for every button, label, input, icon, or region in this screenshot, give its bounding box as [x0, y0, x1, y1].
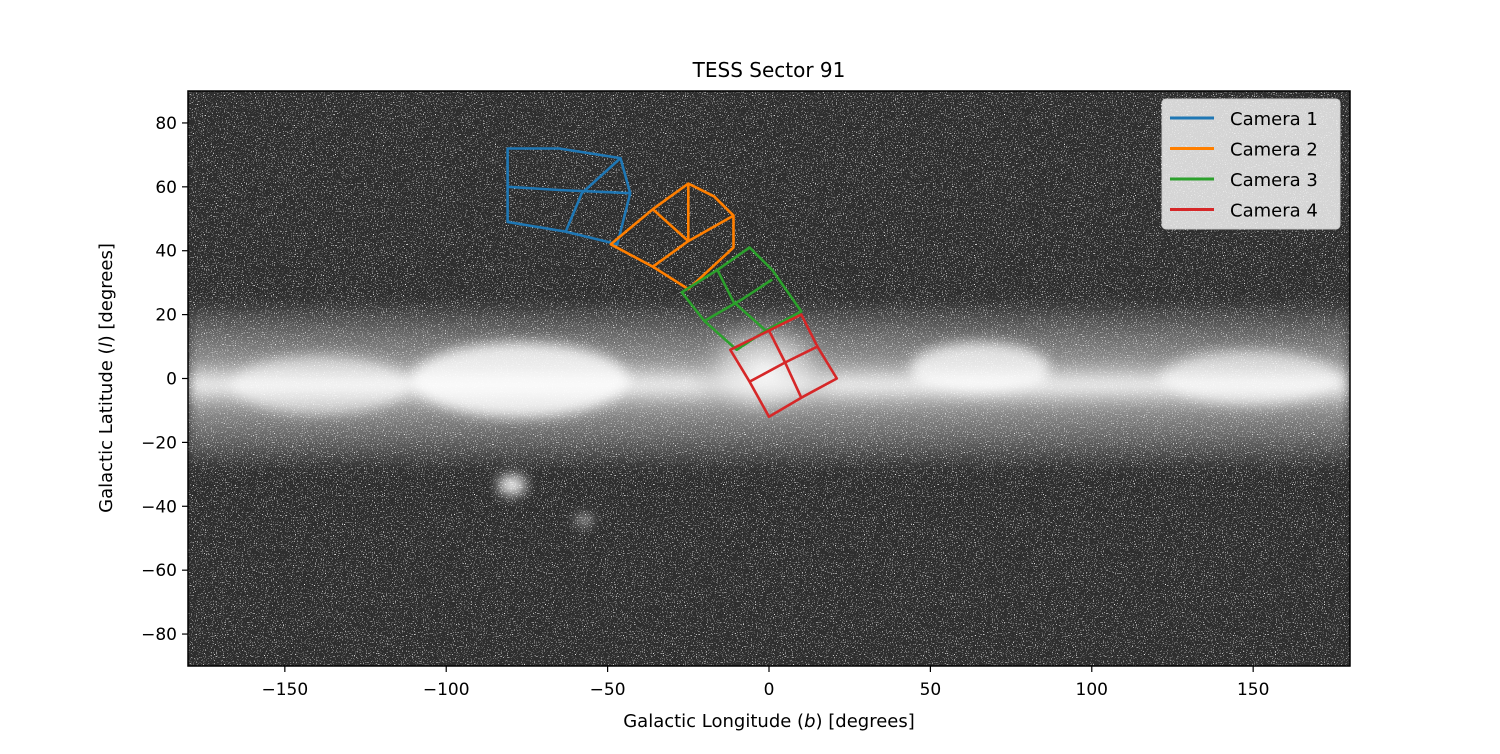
- x-tick-label: −150: [261, 680, 308, 700]
- ccd-divider: [716, 269, 767, 332]
- magellanic-clouds: [498, 475, 592, 524]
- chart-title: TESS Sector 91: [692, 58, 846, 82]
- camera-2-footprint: [609, 182, 735, 291]
- camera-3-footprint: [680, 246, 803, 352]
- x-axis-label: Galactic Longitude (b) [degrees]: [623, 711, 915, 732]
- x-tick-label: 50: [920, 680, 942, 700]
- y-tick-label: 60: [155, 178, 177, 198]
- y-tick-label: −20: [141, 433, 177, 453]
- plot-area: [188, 91, 1350, 666]
- x-tick-label: 0: [764, 680, 775, 700]
- milky-way-band: [188, 300, 1350, 470]
- ccd-divider: [652, 183, 690, 268]
- x-tick-label: −50: [590, 680, 626, 700]
- camera-1-footprint: [506, 147, 632, 246]
- y-tick-label: 80: [155, 114, 177, 134]
- y-tick-label: −80: [141, 625, 177, 645]
- legend-label: Camera 3: [1230, 170, 1318, 191]
- y-axis-label: Galactic Latitude (l) [degrees]: [96, 243, 117, 513]
- legend: Camera 1 Camera 2 Camera 3 Camera 4: [1161, 98, 1341, 230]
- camera-outline: [680, 246, 803, 352]
- ccd-divider: [767, 330, 803, 399]
- y-axis-ticks: −80 −60 −40 −20 0 20 40 60 80: [141, 114, 188, 645]
- x-tick-label: 150: [1237, 680, 1269, 700]
- y-tick-label: 0: [166, 370, 177, 390]
- ccd-divider: [507, 185, 631, 195]
- x-axis-ticks: −150 −100 −50 0 50 100 150: [261, 666, 1269, 700]
- camera-footprints: [506, 147, 839, 419]
- camera-outline: [728, 313, 839, 419]
- legend-box: [1161, 98, 1341, 230]
- legend-label: Camera 2: [1230, 140, 1318, 161]
- camera-4-footprint: [728, 313, 839, 419]
- legend-label: Camera 1: [1230, 109, 1318, 130]
- y-tick-label: 20: [155, 306, 177, 326]
- y-tick-label: −40: [141, 497, 177, 517]
- ccd-divider: [564, 157, 622, 233]
- ccd-divider: [703, 278, 773, 323]
- legend-label: Camera 4: [1230, 201, 1318, 222]
- x-tick-label: −100: [423, 680, 470, 700]
- y-tick-label: −60: [141, 561, 177, 581]
- x-tick-label: 100: [1076, 680, 1108, 700]
- y-tick-label: 40: [155, 242, 177, 262]
